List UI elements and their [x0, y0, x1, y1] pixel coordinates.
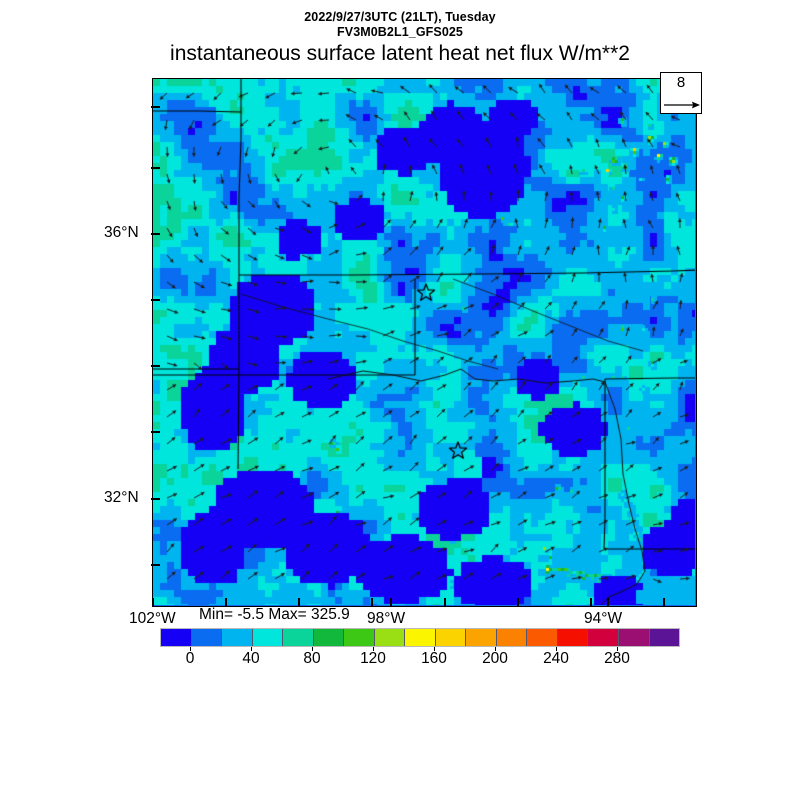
colorbar-tick: [495, 647, 496, 651]
y-axis-label: 36°N: [104, 224, 139, 241]
colorbar-tick-label: 0: [185, 650, 195, 667]
colorbar-tick-label: 160: [421, 650, 447, 667]
heatmap-canvas: [153, 79, 695, 605]
y-axis-tick: [151, 365, 160, 367]
colorbar-tick-label: 240: [543, 650, 569, 667]
colorbar-tick: [556, 647, 557, 651]
x-axis-tick: [298, 598, 300, 607]
date-line: 2022/9/27/3UTC (21LT), Tuesday: [304, 10, 496, 24]
map-plot-area[interactable]: [152, 78, 697, 607]
colorbar-tick: [312, 647, 313, 651]
x-axis-tick: [663, 598, 665, 607]
colorbar-swatch: [252, 629, 284, 646]
colorbar-swatch: [405, 629, 436, 646]
colorbar-tick: [190, 647, 191, 651]
x-axis-tick: [225, 598, 227, 607]
colorbar-swatch: [588, 629, 619, 646]
colorbar-tick-label: 120: [360, 650, 386, 667]
colorbar-tick-label: 40: [242, 650, 260, 667]
colorbar-tick-label: 200: [482, 650, 508, 667]
x-axis-tick: [444, 598, 446, 607]
colorbar-swatch: [466, 629, 497, 646]
x-axis-label: 102°W: [129, 610, 176, 627]
page-title: instantaneous surface latent heat net fl…: [170, 42, 630, 65]
x-axis-tick: [152, 598, 154, 607]
y-axis-tick: [151, 498, 160, 500]
model-line: FV3M0B2L1_GFS025: [337, 25, 463, 39]
x-axis-tick: [590, 598, 592, 607]
y-axis-label: 32°N: [104, 489, 139, 506]
colorbar-tick: [617, 647, 618, 651]
colorbar-tick-label: 280: [604, 650, 630, 667]
right-arrow-icon: [664, 101, 700, 109]
colorbar-swatch: [496, 629, 528, 646]
colorbar-swatch: [313, 629, 345, 646]
colorbar-swatch: [191, 629, 223, 646]
x-axis-label: 98°W: [367, 610, 406, 627]
y-axis-tick: [151, 564, 160, 566]
colorbar-tick: [373, 647, 374, 651]
minmax-annotation: Min= -5.5 Max= 325.9: [199, 606, 350, 623]
colorbar-swatch: [527, 629, 558, 646]
y-axis-tick: [151, 167, 160, 169]
x-axis-tick: [517, 598, 519, 607]
colorbar-swatch: [557, 629, 589, 646]
colorbar-swatch: [618, 629, 650, 646]
y-axis-tick: [151, 299, 160, 301]
colorbar-tick: [251, 647, 252, 651]
colorbar-swatch: [649, 629, 680, 646]
y-axis-tick: [151, 431, 160, 433]
colorbar-tick: [434, 647, 435, 651]
x-axis-label: 94°W: [584, 610, 623, 627]
y-axis-tick: [151, 106, 160, 108]
x-axis-tick: [607, 598, 609, 607]
colorbar-swatch: [283, 629, 314, 646]
colorbar-swatch: [344, 629, 375, 646]
colorbar-swatch: [435, 629, 467, 646]
colorbar[interactable]: [160, 628, 680, 647]
x-axis-tick: [390, 598, 392, 607]
x-axis-tick: [371, 598, 373, 607]
reference-vector-value: 8: [676, 74, 686, 91]
colorbar-tick-label: 80: [303, 650, 321, 667]
colorbar-swatch: [374, 629, 406, 646]
colorbar-swatch: [161, 629, 192, 646]
y-axis-tick: [151, 233, 160, 235]
colorbar-swatch: [222, 629, 253, 646]
reference-vector-legend: 8: [660, 72, 702, 114]
title-block: 2022/9/27/3UTC (21LT), Tuesday FV3M0B2L1…: [0, 10, 800, 67]
